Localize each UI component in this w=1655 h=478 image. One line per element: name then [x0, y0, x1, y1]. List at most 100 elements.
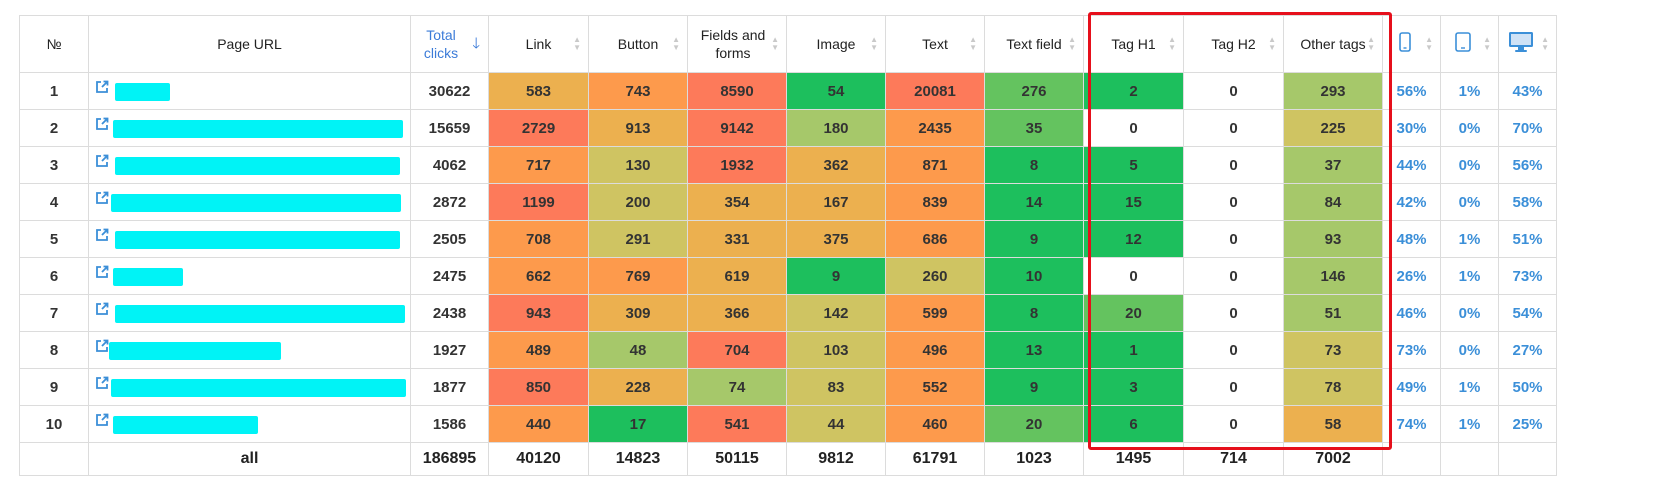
tag-h2-cell: 0 — [1183, 405, 1284, 443]
col-header-total-label: Total clicks — [423, 27, 459, 61]
external-link-icon[interactable] — [95, 302, 109, 316]
col-header-url-label: Page URL — [217, 36, 282, 52]
link-cell: 662 — [488, 257, 589, 295]
row-number: 3 — [19, 146, 89, 184]
totals-text-field: 1023 — [984, 442, 1084, 476]
col-header-tag-h2[interactable]: Tag H2 ▲ ▼ — [1183, 15, 1284, 73]
image-cell: 167 — [786, 183, 886, 221]
col-header-button[interactable]: Button ▲ ▼ — [588, 15, 688, 73]
tablet-share-cell: 1% — [1440, 220, 1499, 258]
external-link-icon[interactable] — [95, 154, 109, 168]
redacted-url[interactable] — [113, 120, 403, 138]
button-cell: 769 — [588, 257, 688, 295]
external-link-icon[interactable] — [95, 80, 109, 94]
redacted-url[interactable] — [115, 157, 400, 175]
col-header-text-label: Text — [922, 36, 948, 52]
redacted-url[interactable] — [113, 268, 183, 286]
totals-tag-h2: 714 — [1183, 442, 1284, 476]
table-row: 7 2438 943 309 366 142 599 8 20 0 51 46% 0% 54% — [19, 294, 1557, 332]
other-tags-cell: 146 — [1283, 257, 1383, 295]
sort-desc-arrow-icon[interactable]: 🡓 — [472, 35, 480, 52]
tag-h2-cell: 0 — [1183, 109, 1284, 147]
tablet-share-cell: 0% — [1440, 146, 1499, 184]
text-field-cell: 14 — [984, 183, 1084, 221]
redacted-url[interactable] — [115, 231, 400, 249]
sort-icon[interactable]: ▲ ▼ — [1068, 35, 1076, 52]
totals-spacer — [19, 442, 89, 476]
col-header-total-clicks[interactable]: Total clicks 🡓 — [410, 15, 489, 73]
external-link-icon[interactable] — [95, 117, 109, 131]
col-header-text-field[interactable]: Text field ▲ ▼ — [984, 15, 1084, 73]
external-link-icon[interactable] — [95, 228, 109, 242]
desktop-share-cell: 70% — [1498, 109, 1557, 147]
sort-icon[interactable]: ▲ ▼ — [1425, 35, 1433, 52]
external-link-icon[interactable] — [95, 339, 109, 353]
table-row: 8 1927 489 48 704 103 496 13 1 0 73 73% 0% 27% — [19, 331, 1557, 369]
sort-icon[interactable]: ▲ ▼ — [573, 35, 581, 52]
desktop-share-cell: 43% — [1498, 72, 1557, 110]
total-clicks-cell: 2505 — [410, 220, 489, 258]
external-link-icon[interactable] — [95, 265, 109, 279]
col-header-tablet[interactable]: ▲ ▼ — [1440, 15, 1499, 73]
external-link-icon[interactable] — [95, 191, 109, 205]
sort-icon[interactable]: ▲ ▼ — [1168, 35, 1176, 52]
image-cell: 103 — [786, 331, 886, 369]
page-url-cell — [88, 368, 411, 406]
external-link-icon[interactable] — [95, 376, 109, 390]
total-clicks-cell: 30622 — [410, 72, 489, 110]
button-cell: 309 — [588, 294, 688, 332]
page-url-cell — [88, 294, 411, 332]
link-cell: 489 — [488, 331, 589, 369]
other-tags-cell: 93 — [1283, 220, 1383, 258]
redacted-url[interactable] — [111, 379, 406, 397]
mobile-share-cell: 74% — [1382, 405, 1441, 443]
redacted-url[interactable] — [111, 194, 401, 212]
desktop-share-cell: 58% — [1498, 183, 1557, 221]
click-stats-table: № Page URL Total clicks 🡓 Link ▲ ▼ Button… — [19, 15, 1557, 476]
col-header-desktop[interactable]: ▲ ▼ — [1498, 15, 1557, 73]
external-link-icon[interactable] — [95, 413, 109, 427]
desktop-share-cell: 73% — [1498, 257, 1557, 295]
col-header-other-tags[interactable]: Other tags ▲ ▼ — [1283, 15, 1383, 73]
col-header-image[interactable]: Image ▲ ▼ — [786, 15, 886, 73]
text-field-cell: 9 — [984, 368, 1084, 406]
sort-icon[interactable]: ▲ ▼ — [672, 35, 680, 52]
sort-icon[interactable]: ▲ ▼ — [969, 35, 977, 52]
col-header-link[interactable]: Link ▲ ▼ — [488, 15, 589, 73]
redacted-url[interactable] — [109, 342, 281, 360]
sort-icon[interactable]: ▲ ▼ — [1541, 35, 1549, 52]
sort-icon[interactable]: ▲ ▼ — [1268, 35, 1276, 52]
button-cell: 130 — [588, 146, 688, 184]
other-tags-cell: 78 — [1283, 368, 1383, 406]
text-cell: 686 — [885, 220, 985, 258]
sort-icon[interactable]: ▲ ▼ — [1483, 35, 1491, 52]
text-cell: 2435 — [885, 109, 985, 147]
redacted-url[interactable] — [113, 416, 258, 434]
col-header-text[interactable]: Text ▲ ▼ — [885, 15, 985, 73]
redacted-url[interactable] — [115, 305, 405, 323]
fields-cell: 541 — [687, 405, 787, 443]
totals-total-clicks: 186895 — [410, 442, 489, 476]
table-row: 9 1877 850 228 74 83 552 9 3 0 78 49% 1% 50% — [19, 368, 1557, 406]
sort-icon[interactable]: ▲ ▼ — [1367, 35, 1375, 52]
button-cell: 228 — [588, 368, 688, 406]
table-row: 5 2505 708 291 331 375 686 9 12 0 93 48% 1% 51% — [19, 220, 1557, 258]
text-field-cell: 35 — [984, 109, 1084, 147]
fields-cell: 704 — [687, 331, 787, 369]
total-clicks-cell: 2872 — [410, 183, 489, 221]
redacted-url[interactable] — [115, 83, 170, 101]
text-field-cell: 9 — [984, 220, 1084, 258]
text-cell: 20081 — [885, 72, 985, 110]
col-header-tag-h1[interactable]: Tag H1 ▲ ▼ — [1083, 15, 1184, 73]
table-row: 3 4062 717 130 1932 362 871 8 5 0 37 44% 0% 56% — [19, 146, 1557, 184]
col-header-fields[interactable]: Fields and forms ▲ ▼ — [687, 15, 787, 73]
col-header-mobile[interactable]: ▲ ▼ — [1382, 15, 1441, 73]
sort-icon[interactable]: ▲ ▼ — [870, 35, 878, 52]
mobile-share-cell: 56% — [1382, 72, 1441, 110]
page-url-cell — [88, 405, 411, 443]
page-url-cell — [88, 331, 411, 369]
totals-link: 40120 — [488, 442, 589, 476]
link-cell: 583 — [488, 72, 589, 110]
col-header-tag-h2-label: Tag H2 — [1211, 36, 1256, 52]
sort-icon[interactable]: ▲ ▼ — [771, 35, 779, 52]
